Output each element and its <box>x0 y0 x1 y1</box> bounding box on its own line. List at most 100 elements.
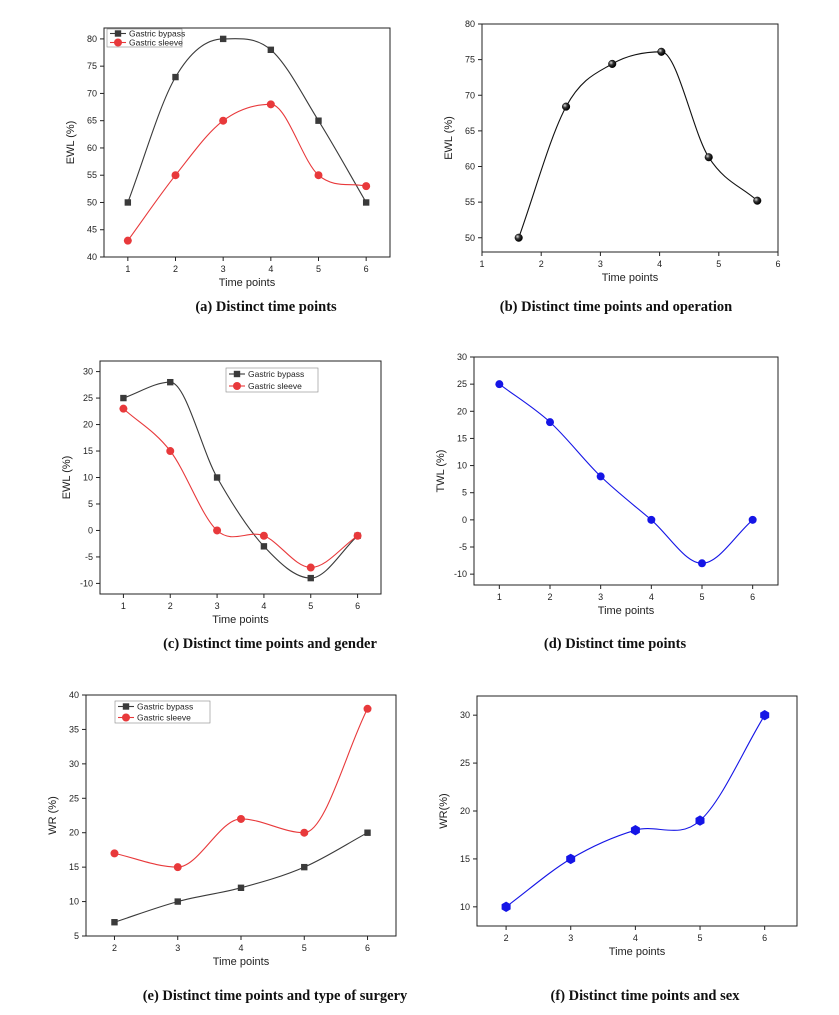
y-axis-label: TWL (%) <box>435 450 447 493</box>
x-tick-label: 5 <box>308 601 313 611</box>
y-tick-label: 80 <box>465 19 475 29</box>
data-point <box>514 233 523 242</box>
series-line-gastric-bypass <box>114 832 368 923</box>
y-tick-label: 60 <box>87 143 97 153</box>
x-tick-label: 3 <box>215 601 220 611</box>
data-point <box>237 884 245 891</box>
data-point <box>213 526 222 535</box>
panel-caption: (b) Distinct time points and operation <box>500 299 732 315</box>
x-tick-label: 4 <box>649 592 654 602</box>
x-axis-label: Time points <box>219 277 276 289</box>
data-point <box>266 100 275 109</box>
axes-frame <box>476 695 798 927</box>
x-tick-label: 6 <box>364 264 369 274</box>
y-tick-label: 60 <box>465 162 475 172</box>
panel-caption: (f) Distinct time points and sex <box>551 988 741 1004</box>
series-line-gastric-sleeve <box>127 103 367 241</box>
x-tick-label: 2 <box>504 933 509 943</box>
x-tick-label: 1 <box>121 601 126 611</box>
y-tick-label: 65 <box>87 116 97 126</box>
legend-swatch-marker <box>122 703 130 710</box>
data-point <box>364 829 371 836</box>
chart-panel-f: 2 3 4 5 6 10 15 20 25 30 Time points WR(%) (f) Disti… <box>438 695 798 1004</box>
series-line-main <box>518 51 758 238</box>
x-axis-label: Time points <box>598 605 655 617</box>
x-axis-label: Time points <box>609 946 666 958</box>
y-tick-label: 25 <box>83 393 93 403</box>
y-tick-label: 20 <box>69 828 79 838</box>
x-tick-label: 5 <box>302 943 307 953</box>
y-tick-label: 20 <box>457 406 467 416</box>
data-point <box>657 47 666 56</box>
data-point <box>306 563 315 572</box>
panel-caption: (c) Distinct time points and gender <box>163 636 377 652</box>
data-point <box>630 825 640 836</box>
y-axis-label: EWL (%) <box>65 121 77 165</box>
y-tick-label: 10 <box>83 473 93 483</box>
data-point <box>566 853 576 865</box>
data-point <box>596 472 605 481</box>
y-tick-label: 50 <box>465 233 475 243</box>
y-tick-label: 15 <box>83 446 93 456</box>
data-point <box>362 199 370 206</box>
data-point <box>219 35 227 43</box>
axes-frame <box>103 27 391 258</box>
y-tick-label: -10 <box>80 578 93 588</box>
y-tick-label: 10 <box>457 461 467 471</box>
x-axis-label: Time points <box>212 614 269 626</box>
data-point <box>123 236 132 245</box>
data-point <box>213 474 221 481</box>
y-tick-label: 15 <box>457 433 467 443</box>
data-point <box>171 171 180 180</box>
y-tick-label: 5 <box>462 488 467 498</box>
data-point <box>315 117 322 124</box>
chart-panel-e: 2 3 4 5 6 5 10 15 20 25 30 35 40 Time points WR (%) Gas… <box>47 690 408 1004</box>
y-tick-label: 20 <box>460 806 470 816</box>
y-tick-label: 10 <box>69 897 79 907</box>
chart-panel-d: 1 2 3 4 5 6 -10 -5 0 5 10 15 20 25 30 Time points TWL (%… <box>435 352 779 652</box>
y-tick-label: 30 <box>460 710 470 720</box>
legend-swatch-marker <box>233 382 241 390</box>
y-tick-label: 30 <box>83 367 93 377</box>
x-tick-label: 3 <box>598 259 603 269</box>
data-point <box>259 531 268 540</box>
y-tick-label: 70 <box>87 88 97 98</box>
legend-swatch-marker <box>233 370 241 378</box>
x-tick-label: 6 <box>750 592 755 602</box>
x-tick-label: 6 <box>365 943 370 953</box>
chart-panel-c: 1 2 3 4 5 6 -10 -5 0 5 10 15 20 25 30 Time points EWL (%… <box>61 360 382 652</box>
y-axis-label: EWL (%) <box>61 456 73 500</box>
x-tick-label: 1 <box>497 592 502 602</box>
data-point <box>698 559 706 568</box>
x-tick-label: 5 <box>698 933 703 943</box>
x-tick-label: 2 <box>547 592 552 602</box>
y-tick-label: -10 <box>454 569 467 579</box>
y-tick-label: -5 <box>459 542 467 552</box>
legend-entry: Gastric sleeve <box>248 381 302 391</box>
legend-swatch-marker <box>114 30 122 37</box>
x-tick-label: 5 <box>699 592 704 602</box>
data-point <box>495 380 504 389</box>
y-tick-label: 0 <box>462 515 467 525</box>
data-point <box>260 543 268 550</box>
data-point <box>167 378 174 386</box>
data-point <box>120 394 127 402</box>
series-line-gastric-bypass <box>127 38 367 203</box>
y-tick-label: 10 <box>460 902 470 912</box>
data-point <box>760 710 770 721</box>
y-tick-label: 40 <box>87 252 97 262</box>
data-point <box>562 102 571 111</box>
data-point <box>173 863 182 872</box>
x-tick-label: 5 <box>316 264 321 274</box>
data-point <box>501 901 511 912</box>
x-tick-label: 6 <box>355 601 360 611</box>
data-point <box>748 515 757 524</box>
axes-frame <box>99 360 382 595</box>
legend-box <box>114 700 211 724</box>
x-tick-label: 4 <box>633 933 638 943</box>
panel-caption: (a) Distinct time points <box>195 299 337 315</box>
